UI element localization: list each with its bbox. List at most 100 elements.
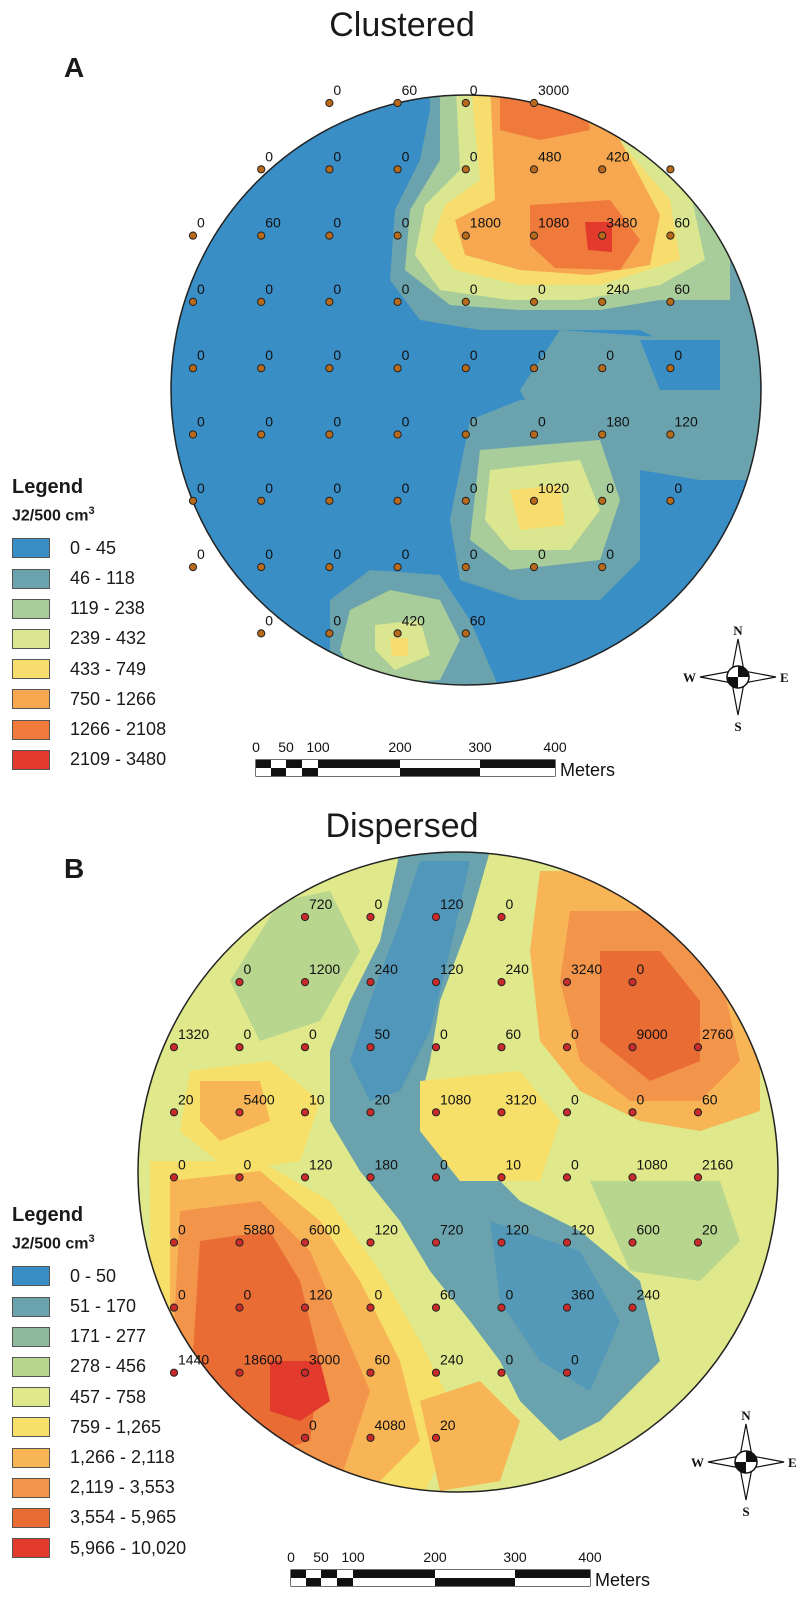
sample-value-label: 5880 xyxy=(244,1222,275,1238)
scale-segment xyxy=(353,1578,435,1586)
sample-point xyxy=(325,563,334,572)
sample-value-label: 120 xyxy=(375,1222,399,1238)
sample-value-label: 1440 xyxy=(178,1352,209,1368)
sample-value-label: 0 xyxy=(538,281,546,297)
scale-segment xyxy=(286,760,302,768)
sample-point xyxy=(257,496,266,505)
sample-point xyxy=(257,563,266,572)
sample-value-label: 60 xyxy=(702,1091,718,1107)
sample-value-label: 1080 xyxy=(637,1156,668,1172)
scale-tick-label: 50 xyxy=(313,1549,329,1565)
compass-rose-icon: N S E W xyxy=(683,623,789,732)
sample-point xyxy=(497,1238,506,1247)
legend-label: 1,266 - 2,118 xyxy=(70,1447,175,1468)
sample-point xyxy=(562,1238,572,1247)
sample-point xyxy=(431,1173,441,1182)
sample-point xyxy=(366,1108,375,1117)
scale-segment xyxy=(337,1578,353,1586)
sample-point xyxy=(257,165,266,174)
sample-point xyxy=(366,1303,375,1312)
scale-tick-label: 200 xyxy=(423,1549,447,1565)
legend-label: 1266 - 2108 xyxy=(70,719,167,740)
sample-value-label: 60 xyxy=(674,281,690,297)
sample-point xyxy=(235,1043,244,1052)
sample-value-label: 0 xyxy=(402,215,410,231)
sample-value-label: 0 xyxy=(244,1287,252,1303)
sample-value-label: 0 xyxy=(375,896,383,912)
legend-label: 46 - 118 xyxy=(70,568,135,589)
sample-point xyxy=(497,978,506,987)
sample-point xyxy=(300,978,310,987)
scale-segment xyxy=(435,1578,515,1586)
sample-value-label: 600 xyxy=(637,1222,661,1238)
sample-point xyxy=(235,1173,244,1182)
sample-point xyxy=(497,1173,506,1182)
sample-value-label: 0 xyxy=(571,1352,579,1368)
scale-tick-label: 100 xyxy=(341,1549,365,1565)
scale-tick-label: 300 xyxy=(468,739,492,755)
legend-clustered: Legend J2/500 cm3 0 - 45 46 - 118 119 - 23… xyxy=(12,476,166,775)
sample-value-label: 2160 xyxy=(702,1156,733,1172)
scale-tick-label: 300 xyxy=(503,1549,527,1565)
sample-value-label: 0 xyxy=(309,1026,317,1042)
sample-value-label: 0 xyxy=(538,546,546,562)
scale-segment xyxy=(306,1570,321,1578)
sample-value-label: 50 xyxy=(375,1026,391,1042)
sample-value-label: 0 xyxy=(197,215,205,231)
legend-item: 119 - 238 xyxy=(12,594,166,624)
compass-quadrant xyxy=(738,666,749,677)
sample-value-label: 0 xyxy=(470,546,478,562)
sample-value-label: 0 xyxy=(333,480,341,496)
scale-tick-label: 0 xyxy=(287,1549,295,1565)
scale-tick-label: 0 xyxy=(252,739,260,755)
sample-value-label: 240 xyxy=(375,961,399,977)
sample-point xyxy=(529,98,539,108)
sample-value-label: 240 xyxy=(606,281,630,297)
legend-classes: 0 - 45 46 - 118 119 - 238 239 - 432 433 - 74… xyxy=(12,533,166,775)
sample-value-label: 240 xyxy=(506,961,530,977)
sample-value-label: 4080 xyxy=(375,1417,406,1433)
sample-point xyxy=(431,1368,441,1377)
sample-value-label: 9000 xyxy=(637,1026,668,1042)
sample-point xyxy=(257,231,266,240)
scale-segment xyxy=(306,1578,321,1586)
legend-item: 0 - 50 xyxy=(12,1261,186,1291)
sample-point xyxy=(366,1043,375,1052)
sample-point xyxy=(235,1303,244,1312)
legend-item: 433 - 749 xyxy=(12,654,166,684)
map-boundary xyxy=(137,851,779,1493)
sample-point xyxy=(562,1173,572,1182)
legend-item: 457 - 758 xyxy=(12,1382,186,1412)
sample-point xyxy=(461,364,470,373)
sample-point xyxy=(628,1238,637,1247)
legend-unit: J2/500 cm3 xyxy=(12,505,95,525)
legend-swatch xyxy=(12,1387,50,1408)
sample-value-label: 60 xyxy=(470,612,486,628)
sample-point xyxy=(300,1043,310,1052)
sample-point xyxy=(431,912,441,922)
sample-value-label: 0 xyxy=(606,546,614,562)
sample-value-label: 720 xyxy=(309,896,333,912)
sample-point xyxy=(188,364,198,373)
legend-item: 171 - 277 xyxy=(12,1322,186,1352)
sample-value-label: 3480 xyxy=(606,215,637,231)
sample-point xyxy=(529,297,539,306)
sample-point xyxy=(393,231,402,240)
legend-label: 171 - 277 xyxy=(70,1326,147,1347)
sample-point xyxy=(693,1043,703,1052)
sample-value-label: 0 xyxy=(265,414,273,430)
sample-point xyxy=(300,1173,310,1182)
sample-value-label: 180 xyxy=(375,1156,399,1172)
sample-value-label: 0 xyxy=(637,961,645,977)
sample-point xyxy=(393,98,402,108)
sample-point xyxy=(666,165,675,174)
sample-point xyxy=(497,1303,506,1312)
scale-segment xyxy=(302,768,318,776)
sample-value-label: 0 xyxy=(197,480,205,496)
scale-tick-label: 200 xyxy=(388,739,412,755)
scale-segment xyxy=(400,768,480,776)
sample-value-label: 0 xyxy=(506,896,514,912)
sample-value-label: 1020 xyxy=(538,480,569,496)
sample-point xyxy=(235,1108,244,1117)
